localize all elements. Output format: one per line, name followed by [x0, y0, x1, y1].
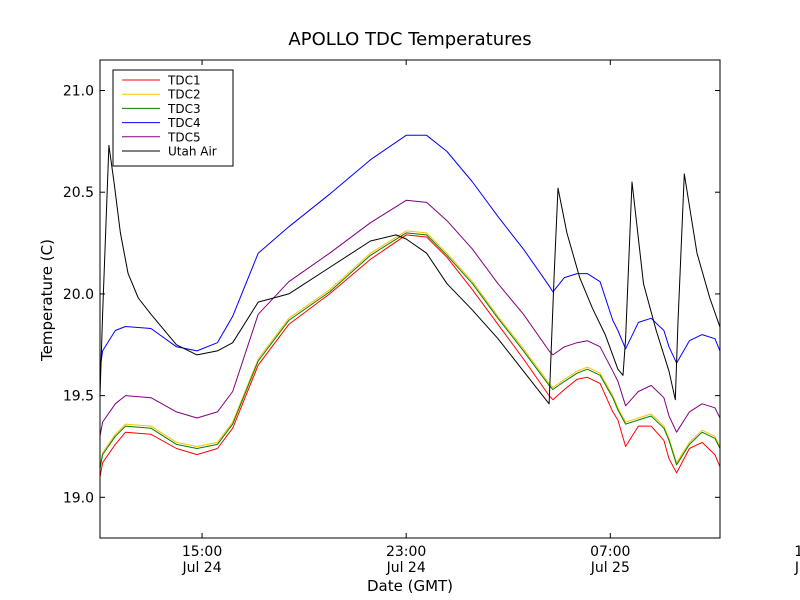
series-line-tdc1 [100, 234, 720, 478]
x-tick-label: 15:00 [794, 544, 800, 560]
x-tick-label-date: Jul 24 [386, 560, 426, 576]
legend-label-tdc2: TDC2 [167, 88, 201, 102]
plot-frame [99, 59, 721, 539]
chart-title: APOLLO TDC Temperatures [288, 29, 531, 50]
legend-label-tdc4: TDC4 [167, 116, 201, 130]
y-tick-label: 19.5 [63, 389, 94, 405]
y-tick-label: 21.0 [63, 84, 94, 100]
y-axis-label: Temperature (C) [38, 239, 56, 362]
legend-label-tdc1: TDC1 [167, 74, 201, 88]
x-tick-label-date: Jul 25 [794, 560, 800, 576]
series-line-tdc5 [100, 199, 720, 437]
x-tick-label-date: Jul 24 [181, 560, 221, 576]
y-tick-label: 20.5 [63, 185, 94, 201]
series-line-tdc2 [100, 230, 720, 465]
y-tick-label: 19.0 [63, 490, 94, 506]
legend-box [112, 69, 234, 167]
x-tick-label: 23:00 [386, 544, 426, 560]
x-tick-label-date: Jul 25 [590, 560, 630, 576]
x-axis-label: Date (GMT) [367, 577, 453, 595]
x-tick-label: 15:00 [182, 544, 222, 560]
series-line-tdc4 [100, 134, 720, 370]
x-tick-label: 07:00 [590, 544, 630, 560]
series-line-tdc3 [100, 232, 720, 469]
y-tick-label: 20.0 [63, 287, 94, 303]
series-layer [100, 134, 720, 478]
legend-label-tdc3: TDC3 [167, 102, 201, 116]
series-line-utah-air [100, 144, 720, 405]
legend-label-utah-air: Utah Air [168, 145, 217, 159]
legend-label-tdc5: TDC5 [167, 130, 201, 144]
